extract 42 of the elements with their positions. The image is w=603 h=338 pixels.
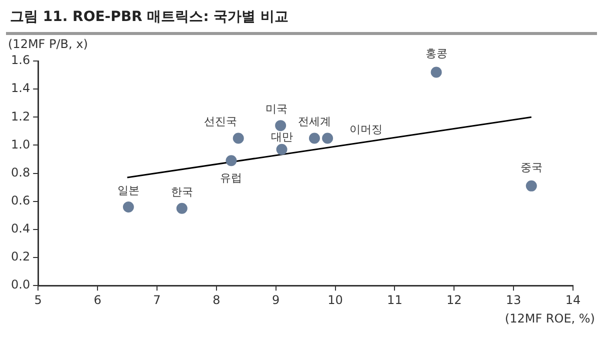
point: [322, 132, 334, 144]
y-axis-title: (12MF P/B, x): [8, 37, 88, 52]
annotation: 일본: [117, 184, 140, 197]
annotation: 이머징: [350, 123, 383, 136]
annotation: 미국: [266, 102, 288, 116]
annotation: 선진국: [204, 115, 237, 128]
y-tick-label: 1.6: [10, 53, 30, 68]
y-tick-label: 1.2: [10, 109, 30, 124]
point: [275, 120, 286, 132]
point: [176, 202, 188, 214]
point: [232, 132, 244, 144]
x-tick-label: 14: [565, 292, 581, 307]
annotation: 홍콩: [425, 47, 448, 60]
y-tick-label: 1.4: [10, 81, 30, 96]
x-tick-label: 7: [153, 292, 161, 307]
x-tick-label: 5: [34, 292, 42, 307]
x-axis-title: (12MF ROE, %): [504, 312, 595, 326]
chart-title: 그림 11. ROE-PBR 매트릭스: 국가별 비교: [6, 6, 597, 35]
y-tick-label: 1.0: [10, 137, 30, 152]
y-tick-label: 0.2: [10, 250, 30, 264]
point: [122, 201, 134, 212]
x-tick-label: 9: [272, 292, 280, 307]
annotation: 한국: [170, 185, 193, 198]
y-tick-label: 0.4: [10, 222, 30, 236]
point: [430, 66, 442, 78]
point: [226, 155, 237, 166]
x-tick-label: 11: [387, 292, 402, 307]
point: [276, 144, 288, 155]
x-tick-label: 6: [94, 292, 102, 307]
y-tick-label: 0.8: [10, 165, 30, 180]
point: [526, 180, 537, 192]
y-tick-label: 0.6: [10, 194, 30, 208]
x-tick-label: 8: [212, 292, 220, 307]
y-tick-label: 0.0: [10, 278, 30, 292]
x-tick-label: 13: [506, 292, 522, 307]
annotation: 유럽: [220, 172, 242, 185]
point: [308, 132, 320, 144]
x-tick-label: 12: [446, 292, 462, 307]
annotation: 대만: [270, 130, 293, 144]
x-tick-label: 10: [328, 292, 343, 307]
annotation: 중국: [520, 160, 542, 174]
annotation: 전세계: [298, 115, 331, 128]
